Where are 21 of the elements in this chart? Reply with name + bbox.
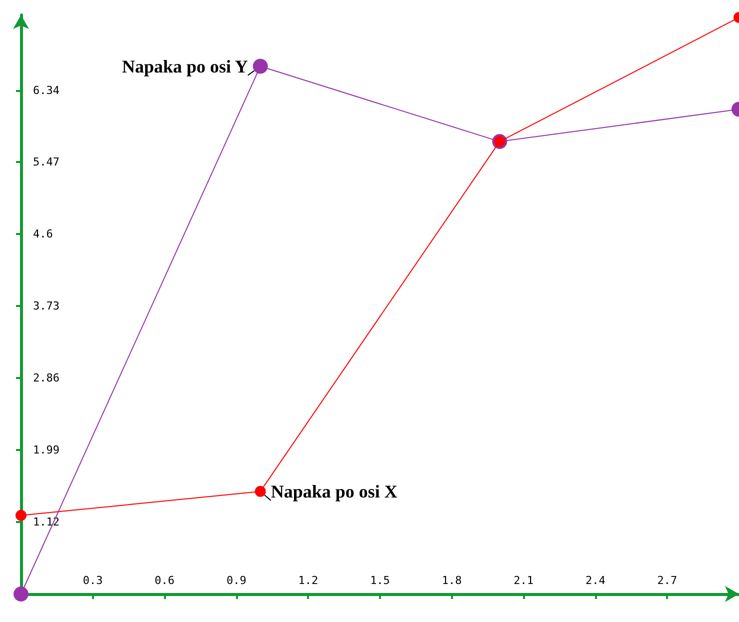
series-label: Napaka po osi X	[270, 481, 398, 502]
x-tick-label: 1.2	[298, 574, 318, 587]
x-tick-label: 1.5	[370, 574, 390, 587]
x-tick-label: 2.4	[585, 574, 606, 587]
x-tick-label: 2.1	[514, 574, 534, 587]
y-tick-label: 1.99	[33, 444, 60, 457]
point	[16, 510, 26, 521]
y-tick-label: 6.34	[33, 84, 60, 97]
x-tick-label: 0.6	[154, 574, 175, 587]
x-tick-label: 0.3	[82, 574, 103, 587]
y-tick-label: 2.86	[33, 372, 60, 385]
y-tick-label: 5.47	[33, 156, 60, 169]
point	[14, 586, 28, 602]
series-label: Napaka po osi Y	[122, 56, 248, 76]
y-tick-label: 4.6	[33, 228, 53, 241]
point	[252, 58, 268, 74]
x-tick-label: 0.9	[226, 574, 246, 587]
y-tick-label: 3.73	[33, 300, 60, 313]
point	[254, 486, 266, 497]
x-tick-label: 1.8	[442, 574, 462, 587]
x-tick-label: 2.7	[657, 574, 678, 587]
